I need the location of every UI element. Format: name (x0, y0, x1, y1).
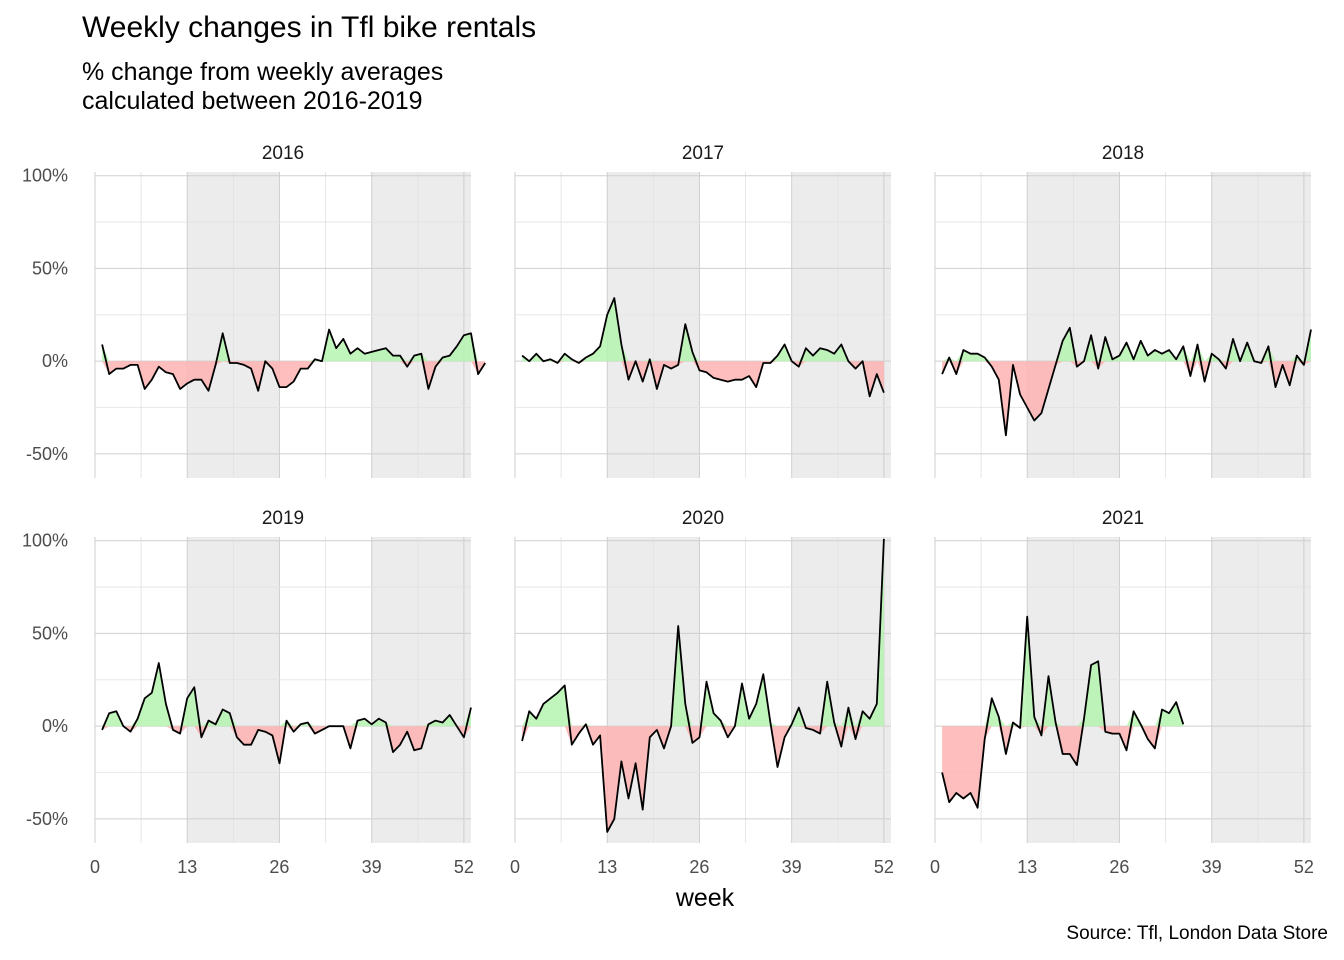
y-tick-label: 100% (22, 166, 68, 186)
positive-area-2019 (102, 663, 471, 727)
y-tick-label: -50% (26, 809, 68, 829)
facet-panel-2021: 2021 0 13 26 39 52 (930, 508, 1314, 877)
facet-panel-2019: 2019 -50% 0% 50% 100% 0 13 26 39 52 (22, 508, 474, 877)
quarter-shade-band (791, 537, 891, 843)
x-tick-label: 0 (510, 857, 520, 877)
facet-label-2021: 2021 (1102, 508, 1144, 529)
quarter-shade-band (1211, 537, 1311, 843)
x-tick-label: 39 (782, 857, 802, 877)
x-tick-label: 26 (1109, 857, 1129, 877)
y-tick-label: 100% (22, 531, 68, 551)
positive-area-2016 (102, 329, 486, 362)
x-tick-label: 39 (362, 857, 382, 877)
facet-panel-2017: 2017 (514, 143, 891, 478)
negative-area-2020 (522, 726, 884, 832)
positive-area-2020 (522, 538, 884, 727)
x-tick-label: 0 (90, 857, 100, 877)
facet-label-2016: 2016 (262, 143, 304, 164)
y-tick-label: 50% (32, 258, 68, 278)
x-tick-label: 13 (1017, 857, 1037, 877)
y-tick-label: 0% (42, 716, 68, 736)
y-tick-label: 50% (32, 623, 68, 643)
series-line-2018 (941, 326, 1312, 437)
series-line-2016 (101, 328, 486, 392)
quarter-shade-band (371, 537, 471, 843)
x-tick-label: 52 (454, 857, 474, 877)
x-tick-label: 13 (177, 857, 197, 877)
x-tick-label: 52 (874, 857, 894, 877)
x-axis-title: week (675, 884, 735, 912)
y-tick-label: 0% (42, 351, 68, 371)
quarter-shade-band (1211, 172, 1311, 478)
x-tick-label: 13 (597, 857, 617, 877)
facet-panel-2018: 2018 (934, 143, 1312, 478)
quarter-shade-band (791, 172, 891, 478)
x-tick-label: 39 (1202, 857, 1222, 877)
x-tick-label: 52 (1294, 857, 1314, 877)
x-tick-label: 26 (269, 857, 289, 877)
series-line-2021 (941, 615, 1185, 809)
negative-area-2017 (522, 361, 884, 397)
facet-label-2020: 2020 (682, 508, 724, 529)
negative-area-2018 (942, 361, 1311, 436)
chart-caption: Source: Tfl, London Data Store (1066, 923, 1328, 944)
series-line-2019 (101, 662, 472, 765)
negative-area-2019 (102, 726, 471, 764)
facet-panel-2020: 2020 0 13 26 39 52 (510, 508, 894, 877)
chart-subtitle: % change from weekly averages calculated… (82, 58, 444, 115)
x-tick-label: 0 (930, 857, 940, 877)
series-line-2020 (521, 538, 885, 833)
facet-label-2019: 2019 (262, 508, 304, 529)
facet-panel-2016: 2016 -50% 0% 50% 100% (22, 143, 486, 478)
series-line-2017 (521, 297, 885, 398)
quarter-shade-band (371, 172, 471, 478)
facet-label-2017: 2017 (682, 143, 724, 164)
negative-area-2021 (942, 726, 1184, 808)
x-tick-label: 26 (689, 857, 709, 877)
facet-label-2018: 2018 (1102, 143, 1144, 164)
chart-title: Weekly changes in Tfl bike rentals (82, 11, 537, 44)
positive-area-2017 (522, 298, 884, 362)
negative-area-2016 (102, 361, 486, 391)
y-tick-label: -50% (26, 444, 68, 464)
